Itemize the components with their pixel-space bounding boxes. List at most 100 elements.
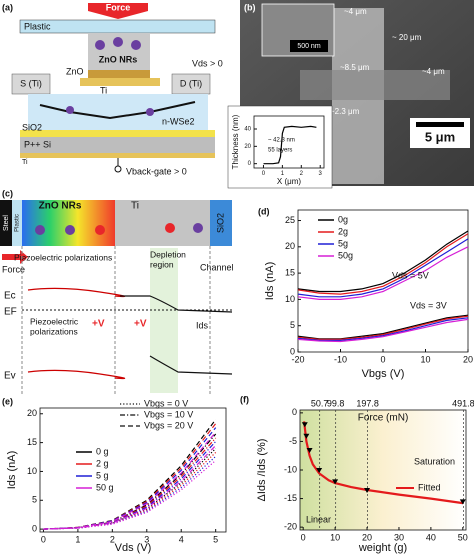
annotation: Vds = 3V xyxy=(410,300,447,310)
legend-label: 50g xyxy=(338,250,353,260)
panel-c: Steel Plastic SiO2 ZnO NRs Ti Force Piez… xyxy=(0,188,234,395)
data-line xyxy=(43,433,217,530)
gate-voltage-label: Vback-gate > 0 xyxy=(126,166,187,176)
x-axis-label: weight (g) xyxy=(358,542,407,554)
x-tick-label: 10 xyxy=(420,354,430,364)
y-tick-label: -15 xyxy=(284,493,297,503)
plastic xyxy=(12,200,22,246)
legend-label: 5g xyxy=(338,238,348,248)
data-line xyxy=(43,437,217,530)
band-ec xyxy=(120,295,233,313)
data-line xyxy=(303,421,463,505)
si-substrate xyxy=(20,137,215,153)
fit-label: Fitted xyxy=(418,482,441,492)
y-tick-label: 0 xyxy=(292,407,297,417)
y-tick-label: -20 xyxy=(284,522,297,532)
x-tick-label: 2 xyxy=(300,171,304,177)
inset-scale: 500 nm xyxy=(297,43,321,50)
legend-label: 0g xyxy=(338,214,348,224)
ids-label: Ids xyxy=(196,320,209,330)
hole xyxy=(95,225,105,235)
electron xyxy=(193,223,203,233)
substrate-label: P++ Si xyxy=(24,139,51,149)
x-tick-label: 0 xyxy=(262,171,266,177)
data-point xyxy=(459,499,466,505)
x-axis-label: Vbgs (V) xyxy=(362,368,405,380)
channel-label: Channel xyxy=(200,262,234,272)
data-line xyxy=(263,125,317,165)
x-tick-label: 0 xyxy=(41,534,46,544)
channel-label: n-WSe2 xyxy=(162,116,195,126)
scale-bar xyxy=(416,122,464,127)
y-tick-label: -5 xyxy=(289,436,297,446)
annotation: 55 layers xyxy=(268,148,292,154)
x-tick-label: 50 xyxy=(458,532,468,542)
data-line xyxy=(43,447,217,530)
x-tick-label: 1 xyxy=(281,171,285,177)
annotation: Vds = 5V xyxy=(392,270,429,280)
polarization-label: Piezoelectric xyxy=(30,316,79,326)
x-tick-label: 1 xyxy=(75,534,80,544)
x-tick-label: 10 xyxy=(330,532,340,542)
y-axis-label: Ids (nA) xyxy=(6,451,18,490)
x-tick-label: 30 xyxy=(394,532,404,542)
data-line xyxy=(43,460,217,530)
plastic-label: Plastic xyxy=(15,214,21,232)
force-arrow xyxy=(88,3,148,19)
polarization-label: Piezoelectric polarizations xyxy=(14,252,112,262)
sio2-label: SiO2 xyxy=(215,213,225,233)
hole xyxy=(165,223,175,233)
zno-layer xyxy=(88,70,150,78)
y-tick-label: 0 xyxy=(248,161,252,167)
ti-layer xyxy=(80,78,160,86)
panel-a: Force Plastic ZnO NRs ZnO Ti S (Ti) D (T… xyxy=(2,2,223,176)
annotation: Linear xyxy=(306,514,331,524)
dimension: ~ 20 μm xyxy=(392,33,422,42)
y-tick-label: 0 xyxy=(290,346,295,356)
y-tick-label: 20 xyxy=(27,408,37,418)
depletion-label: region xyxy=(150,259,174,269)
steel xyxy=(0,200,12,246)
dimension: ~4 μm xyxy=(344,7,367,16)
y-tick-label: 20 xyxy=(285,241,295,251)
data-point xyxy=(306,448,313,453)
band-ev xyxy=(149,355,233,375)
ti-contact xyxy=(115,200,210,246)
gate-terminal xyxy=(114,165,122,173)
x2-axis-label: Force (mN) xyxy=(358,413,409,424)
x2-tick-label: 99.8 xyxy=(327,398,345,408)
annotation: Saturation xyxy=(414,456,455,466)
x-tick-label: 3 xyxy=(144,534,149,544)
y-tick-label: 15 xyxy=(27,437,37,447)
dimension: ~8.5 μm xyxy=(340,63,370,72)
x-axis-label: Vds (V) xyxy=(115,542,152,554)
panel-label: (c) xyxy=(2,188,13,198)
plot-frame xyxy=(39,407,227,533)
y-tick-label: 5 xyxy=(290,320,295,330)
plastic-label: Plastic xyxy=(24,21,51,31)
inset-scale-box xyxy=(290,40,328,52)
legend-label: Vbgs = 10 V xyxy=(144,409,193,419)
data-line xyxy=(43,455,217,530)
data-line xyxy=(297,315,469,340)
band-ev xyxy=(27,369,126,380)
panel-label: (a) xyxy=(2,2,13,12)
data-line xyxy=(297,230,469,293)
x-tick-label: 40 xyxy=(426,532,436,542)
electron xyxy=(131,40,141,50)
ef-label: EF xyxy=(4,307,17,318)
panel-label: (b) xyxy=(244,2,256,12)
data-line xyxy=(297,317,469,341)
legend-label: 5 g xyxy=(96,470,109,480)
electron xyxy=(113,37,123,47)
y-tick-label: 25 xyxy=(285,215,295,225)
x2-tick-label: 50.7 xyxy=(311,398,329,408)
data-point xyxy=(303,433,310,439)
ev-label: Ev xyxy=(4,371,16,382)
thickness-inset xyxy=(227,105,333,189)
depletion-label: Depletion xyxy=(150,249,186,259)
x2-tick-label: 197.8 xyxy=(356,398,379,408)
y-tick-label: 15 xyxy=(285,267,295,277)
drain-label: D (Ti) xyxy=(180,78,202,88)
